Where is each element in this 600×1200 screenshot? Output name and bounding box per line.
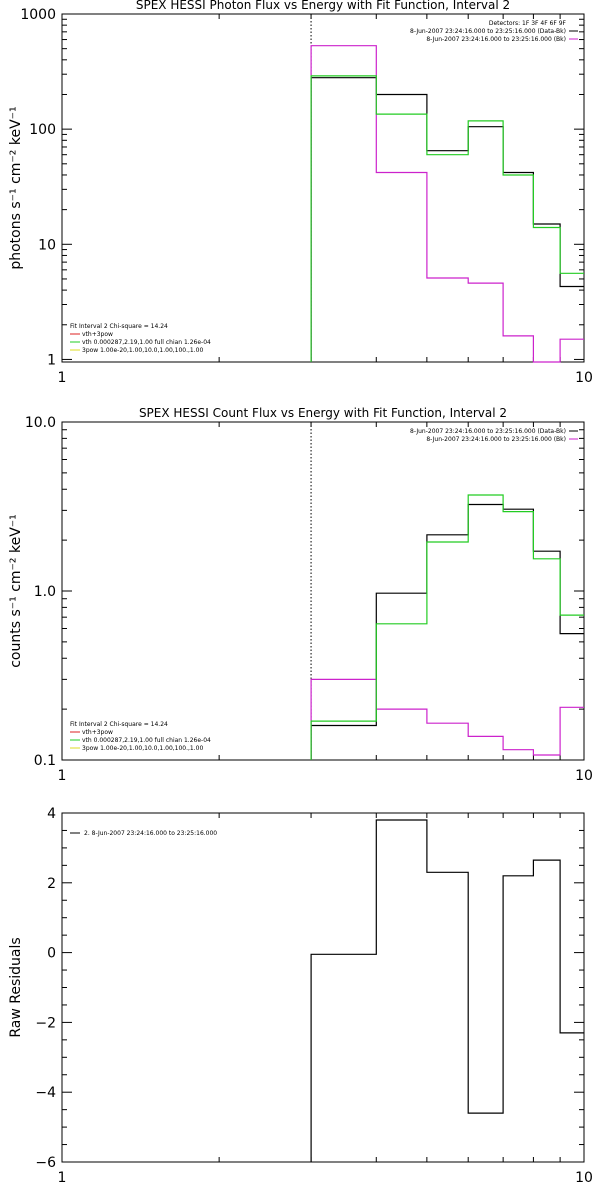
y-tick-label: 2 bbox=[47, 876, 56, 892]
legend-entry: 8-Jun-2007 23:24:16.000 to 23:25:16.000 … bbox=[410, 28, 566, 35]
y-tick-label: 100 bbox=[29, 122, 56, 138]
y-tick-label: 0.1 bbox=[34, 753, 56, 769]
chart-panel-3: Raw Residuals 1 10 −6 −4 −2 0 2 4 2. 8-Jun-2007 2… bbox=[8, 806, 593, 1186]
legend-entry: vth+3pow bbox=[82, 331, 113, 338]
x-tick-label: 10 bbox=[575, 1170, 593, 1186]
plot-frame bbox=[61, 13, 585, 363]
chart-title: SPEX HESSI Count Flux vs Energy with Fit… bbox=[139, 406, 507, 420]
y-tick-label: 1000 bbox=[20, 7, 56, 23]
background-series bbox=[310, 45, 584, 363]
y-axis-label: counts s⁻¹ cm⁻² keV⁻¹ bbox=[8, 514, 24, 668]
legend-entry: 2. 8-Jun-2007 23:24:16.000 to 23:25:16.0… bbox=[84, 830, 217, 837]
chart-panel-1: SPEX HESSI Photon Flux vs Energy with Fi… bbox=[8, 0, 593, 386]
x-tick-label: 1 bbox=[58, 1170, 67, 1186]
legend-entry: vth 0.000287,2.19,1.00 full chian 1.26e-… bbox=[82, 339, 211, 346]
chart-title: SPEX HESSI Photon Flux vs Energy with Fi… bbox=[136, 0, 510, 12]
legend-entry: vth+3pow bbox=[82, 729, 113, 736]
y-tick-label: 0 bbox=[47, 946, 56, 962]
y-tick-label: 10 bbox=[38, 237, 56, 253]
plot-frame bbox=[61, 812, 585, 1163]
legend-entry: Detectors: 1F 3F 4F 6F 9F bbox=[489, 20, 567, 27]
legend-entry: Fit Interval 2 Chi-square = 14.24 bbox=[70, 721, 168, 728]
y-tick-label: −4 bbox=[35, 1085, 56, 1101]
background-series bbox=[310, 678, 584, 760]
plot-frame bbox=[61, 421, 585, 761]
y-tick-label: 1.0 bbox=[34, 584, 56, 600]
legend-entry: Fit Interval 2 Chi-square = 14.24 bbox=[70, 323, 168, 330]
x-tick-label: 10 bbox=[575, 370, 593, 386]
y-tick-label: 1 bbox=[47, 352, 56, 368]
y-tick-label: −2 bbox=[35, 1015, 56, 1031]
x-tick-label: 1 bbox=[58, 370, 67, 386]
fit-function-series bbox=[310, 494, 584, 760]
residuals-series bbox=[310, 819, 584, 1162]
legend-entry: vth 0.000287,2.19,1.00 full chian 1.26e-… bbox=[82, 737, 211, 744]
y-tick-label: 10.0 bbox=[25, 415, 56, 431]
y-axis-label: Raw Residuals bbox=[8, 937, 24, 1037]
chart-panel-2: SPEX HESSI Count Flux vs Energy with Fit… bbox=[8, 406, 593, 784]
legend-entry: 8-Jun-2007 23:24:16.000 to 23:25:16.000 … bbox=[410, 428, 566, 435]
x-tick-label: 1 bbox=[58, 768, 67, 784]
y-tick-label: 4 bbox=[47, 806, 56, 822]
data-minus-background-series bbox=[310, 77, 584, 362]
y-axis-label: photons s⁻¹ cm⁻² keV⁻¹ bbox=[8, 106, 24, 269]
fit-function-series bbox=[310, 75, 584, 362]
legend-entry: 8-Jun-2007 23:24:16.000 to 23:25:16.000 … bbox=[426, 36, 566, 43]
y-tick-label: −6 bbox=[35, 1155, 56, 1171]
x-tick-label: 10 bbox=[575, 768, 593, 784]
legend-entry: 3pow 1.00e-20,1.00,10.0,1.00,100.,1.00 bbox=[82, 745, 203, 752]
legend-entry: 3pow 1.00e-20,1.00,10.0,1.00,100.,1.00 bbox=[82, 347, 203, 354]
legend-entry: 8-Jun-2007 23:24:16.000 to 23:25:16.000 … bbox=[426, 436, 566, 443]
